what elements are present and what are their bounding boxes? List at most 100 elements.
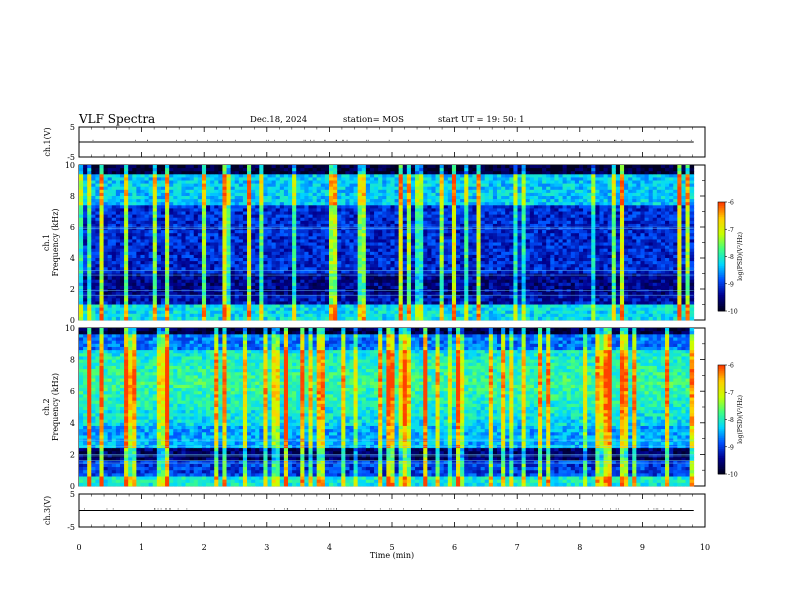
x-tick-label: 3 — [264, 543, 269, 552]
colorbar-cell — [718, 243, 725, 246]
colorbar-cell — [718, 437, 725, 440]
colorbar-cell — [718, 269, 725, 272]
y-tick-label: 2 — [70, 285, 75, 294]
figure-title: VLF Spectra — [79, 112, 156, 126]
y-tick-label: 8 — [70, 192, 75, 201]
colorbar-cell — [718, 231, 725, 234]
colorbar-cell — [718, 229, 725, 232]
y-tick-label: -5 — [67, 523, 75, 532]
colorbar-cell — [718, 234, 725, 237]
colorbar-cell — [718, 443, 725, 446]
x-tick-label: 4 — [327, 543, 332, 552]
panel-4: 5 -5 ch.3(V) — [43, 490, 706, 532]
colorbar-cell — [718, 401, 725, 404]
colorbar-label: log(PSD)(V²/Hz) — [737, 232, 744, 281]
colorbar-cell — [718, 415, 725, 419]
x-tick-label: 1 — [139, 543, 144, 552]
colorbar-cell — [718, 305, 725, 308]
y-axis-label: ch.1(V) — [43, 127, 52, 156]
y-tick-label: -5 — [67, 153, 75, 162]
colorbar-cell — [718, 203, 725, 207]
colorbar-cell — [718, 434, 725, 437]
colorbar-cell — [718, 375, 725, 379]
colorbar-cell — [718, 368, 725, 371]
y-axis-label: ch.3(V) — [43, 496, 52, 525]
colorbar-cell — [718, 271, 725, 274]
colorbar-cell — [718, 395, 725, 399]
y-tick-label: 2 — [70, 450, 75, 459]
colorbar-tick-label: -6 — [728, 200, 734, 207]
colorbar-cell — [718, 260, 725, 263]
colorbar-cell — [718, 296, 725, 299]
x-tick-label: 5 — [389, 543, 394, 552]
colorbar-cell — [718, 300, 725, 303]
colorbar-tick-label: -9 — [728, 281, 734, 288]
colorbar-cell — [718, 261, 725, 265]
y-tick-label: 6 — [70, 387, 75, 396]
colorbar-cell — [718, 202, 725, 205]
y-tick-label: 0 — [70, 316, 75, 325]
y-tick-label: 10 — [65, 161, 75, 170]
colorbar-cell — [718, 301, 725, 305]
colorbar-cell — [718, 414, 725, 417]
y-tick-label: 4 — [70, 419, 75, 428]
colorbar-cell — [718, 263, 725, 266]
y-tick-label: 10 — [65, 324, 75, 333]
colorbar-tick-label: -9 — [728, 444, 734, 451]
colorbar-cell — [718, 464, 725, 468]
colorbar: -6 -7 -8 -9 -10 log(PSD)(V²/Hz) — [717, 200, 744, 316]
colorbar-cell — [718, 446, 725, 449]
colorbar-cell — [718, 419, 725, 422]
colorbar-cell — [718, 251, 725, 254]
colorbar-cell — [718, 280, 725, 283]
colorbar-cell — [718, 298, 725, 301]
y-tick-label: 6 — [70, 223, 75, 232]
x-tick-label: 2 — [202, 543, 207, 552]
colorbar-cell — [718, 461, 725, 464]
colorbar-cell — [718, 223, 725, 227]
x-axis-label: Time (min) — [370, 551, 414, 560]
colorbar-cell — [718, 214, 725, 217]
colorbar-cell — [718, 426, 725, 429]
colorbar-cell — [718, 289, 725, 292]
colorbar-cell — [718, 470, 725, 473]
colorbar-cell — [718, 205, 725, 208]
x-tick-label: 6 — [452, 543, 457, 552]
colorbar-cell — [718, 249, 725, 252]
colorbar-cell — [718, 466, 725, 469]
colorbar-cell — [718, 287, 725, 290]
x-tick-label: 7 — [515, 543, 520, 552]
spectrogram-ch1 — [79, 165, 695, 321]
colorbar-cell — [718, 245, 725, 248]
y-axis-label: Frequency (kHz) — [51, 373, 60, 441]
start-time-label: start UT = 19: 50: 1 — [438, 115, 525, 125]
colorbar-cell — [718, 452, 725, 455]
colorbar-tick-label: -7 — [728, 390, 734, 397]
y-tick-label: 5 — [70, 490, 75, 499]
colorbar-cell — [718, 472, 725, 475]
colorbar-cell — [718, 439, 725, 442]
colorbar-cell — [718, 410, 725, 413]
colorbar-cell — [718, 454, 725, 457]
colorbar-cell — [718, 448, 725, 451]
station-label: station= MOS — [343, 115, 404, 125]
colorbar-cell — [718, 292, 725, 296]
colorbar-cell — [718, 238, 725, 241]
colorbar-cell — [718, 220, 725, 223]
colorbar-cell — [718, 309, 725, 312]
colorbar-cell — [718, 216, 725, 219]
colorbar-cell — [718, 424, 725, 428]
colorbar-cell — [718, 240, 725, 243]
colorbar-cell — [718, 285, 725, 288]
colorbar-cell — [718, 379, 725, 382]
colorbar-cell — [718, 386, 725, 390]
y-tick-label: 0 — [70, 482, 75, 491]
colorbar-cell — [718, 430, 725, 433]
colorbar-cell — [718, 241, 725, 245]
colorbar-cell — [718, 209, 725, 212]
colorbar-cell — [718, 365, 725, 368]
y-tick-label: 5 — [70, 123, 75, 132]
colorbar-cell — [718, 450, 725, 453]
colorbar-cell — [718, 381, 725, 384]
colorbar-cell — [718, 408, 725, 411]
